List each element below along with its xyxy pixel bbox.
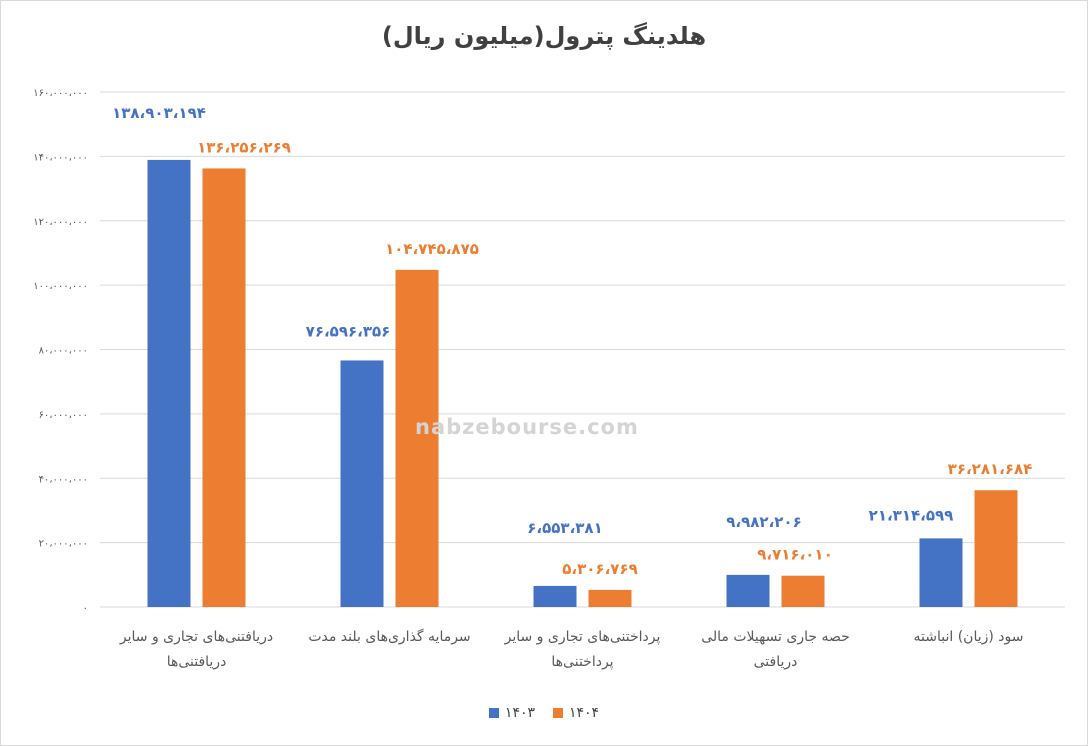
bar-۱۴۰۳-2 — [533, 585, 577, 607]
legend: ۱۴۰۳ ۱۴۰۴ — [0, 705, 1088, 721]
data-label: ۹،۷۱۶،۰۱۰ — [757, 546, 832, 564]
chart-title: هلدینگ پترول(میلیون ریال) — [381, 22, 707, 50]
y-tick-label: ۱۲۰،۰۰۰،۰۰۰ — [33, 217, 88, 228]
legend-item-1403: ۱۴۰۳ — [488, 705, 535, 721]
bar-۱۴۰۴-3 — [781, 575, 825, 607]
y-tick-label: ۶۰،۰۰۰،۰۰۰ — [39, 410, 88, 421]
y-tick-label: ۱۰۰،۰۰۰،۰۰۰ — [33, 281, 88, 292]
y-tick-label: ۲۰،۰۰۰،۰۰۰ — [39, 539, 88, 550]
y-tick-label: ۱۴۰،۰۰۰،۰۰۰ — [33, 152, 88, 163]
category-label: دریافتی — [754, 654, 798, 670]
bar-۱۴۰۳-0 — [147, 159, 191, 608]
bar-۱۴۰۴-1 — [395, 269, 439, 607]
bar-۱۴۰۳-4 — [919, 538, 963, 607]
data-label: ۱۰۴،۷۴۵،۸۷۵ — [385, 240, 479, 258]
bar-۱۴۰۴-4 — [974, 490, 1018, 607]
legend-item-1404: ۱۴۰۴ — [553, 705, 599, 721]
bar-۱۴۰۴-0 — [202, 168, 246, 607]
category-label: پرداختنی‌های تجاری و سایر — [504, 629, 661, 645]
data-label: ۹،۹۸۲،۲۰۶ — [726, 513, 801, 531]
watermark-text: nabzebourse.com — [415, 415, 639, 439]
y-tick-label: ۰ — [83, 603, 88, 614]
data-label: ۲۱،۳۱۴،۵۹۹ — [869, 506, 954, 524]
data-label: ۱۳۶،۲۵۶،۲۶۹ — [197, 138, 291, 156]
category-label: دریافتنی‌های تجاری و سایر — [119, 629, 273, 645]
legend-label-1404: ۱۴۰۴ — [569, 705, 600, 721]
y-tick-label: ۴۰،۰۰۰،۰۰۰ — [39, 474, 88, 485]
bar-۱۴۰۳-3 — [726, 574, 770, 607]
category-label: حصه جاری تسهیلات مالی — [701, 629, 850, 645]
data-label: ۷۶،۵۹۶،۳۵۶ — [306, 322, 391, 340]
legend-swatch-1404 — [553, 708, 563, 718]
legend-swatch-1403 — [488, 708, 499, 718]
bar-۱۴۰۳-1 — [340, 360, 384, 607]
data-label: ۶،۵۵۳،۳۸۱ — [527, 519, 602, 537]
y-tick-label: ۸۰،۰۰۰،۰۰۰ — [39, 346, 88, 357]
category-label: دریافتنی‌ها — [167, 654, 227, 670]
data-label: ۱۳۸،۹۰۳،۱۹۴ — [112, 104, 206, 122]
y-tick-label: ۱۶۰،۰۰۰،۰۰۰ — [33, 88, 88, 99]
data-label: ۳۶،۲۸۱،۶۸۴ — [948, 460, 1033, 478]
category-label: سرمایه گذاری‌های بلند مدت — [308, 628, 470, 645]
category-label: سود (زیان) انباشته — [914, 629, 1024, 645]
data-label: ۵،۳۰۶،۷۶۹ — [562, 560, 637, 578]
legend-label-1403: ۱۴۰۳ — [504, 705, 535, 721]
bar-۱۴۰۴-2 — [588, 589, 632, 607]
category-label: پرداختنی‌ها — [551, 654, 613, 670]
